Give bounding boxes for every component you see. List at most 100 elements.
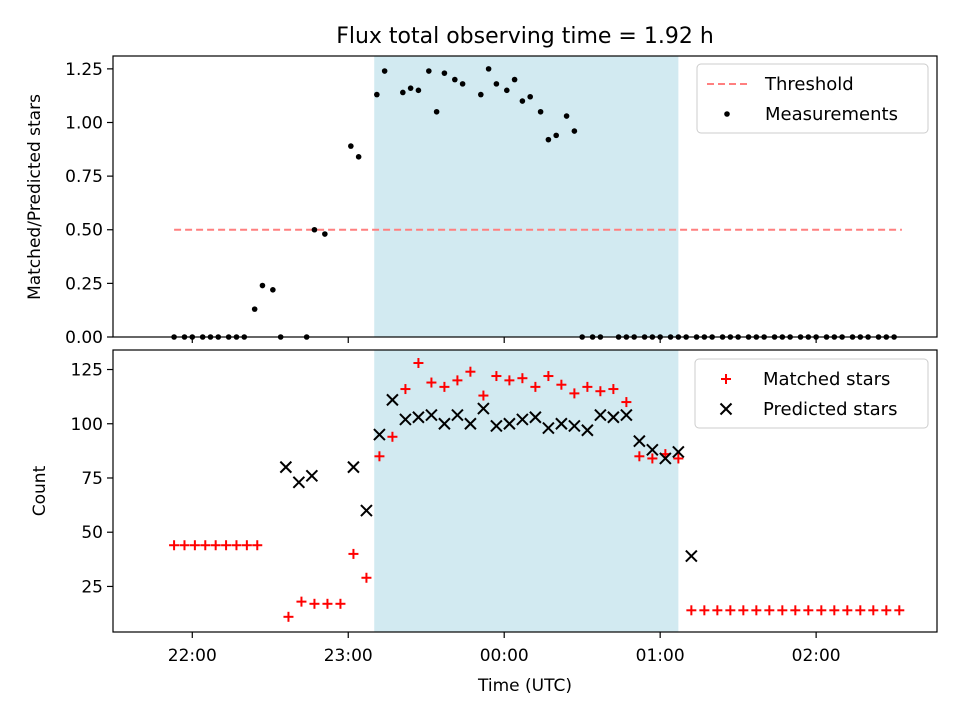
matched-star-point [335, 598, 346, 609]
matched-star-point [790, 605, 801, 616]
predicted-star-point [347, 460, 360, 474]
matched-star-point [543, 371, 554, 382]
matched-star-point [764, 605, 775, 616]
matched-star-point [179, 540, 190, 551]
predicted-star-point [399, 413, 412, 426]
measurement-point [355, 154, 362, 160]
predicted-star-point [659, 452, 672, 465]
matched-star-point [725, 605, 736, 616]
measurement-point [511, 76, 518, 83]
matched-star-point [169, 540, 180, 551]
legend-threshold-label: Threshold [764, 74, 854, 95]
measurement-point [259, 282, 266, 289]
y-tick-label: 0.00 [65, 328, 103, 348]
measurement-point [381, 68, 388, 74]
top-legend: Threshold Measurements [696, 63, 929, 134]
measurement-point [519, 98, 526, 104]
matched-star-point [413, 358, 424, 369]
predicted-star-point [555, 417, 568, 430]
measurement-point [553, 132, 559, 139]
y-tick-label: 25 [81, 577, 103, 597]
matched-star-point [465, 366, 476, 377]
y-tick-label: 125 [71, 361, 103, 381]
matched-star-point [210, 540, 221, 551]
predicted-star-point [438, 417, 451, 430]
y-tick-label: 50 [81, 523, 103, 543]
measurement-point [374, 91, 380, 98]
predicted-star-point [503, 417, 516, 430]
matched-star-point [855, 605, 866, 616]
predicted-star-point [620, 408, 633, 422]
predicted-star-point [594, 408, 607, 422]
predicted-star-point [490, 419, 503, 433]
matched-star-point [439, 381, 450, 392]
measurement-point [251, 306, 258, 312]
chart-title: Flux total observing time = 1.92 h [336, 24, 714, 49]
matched-star-point [189, 540, 200, 551]
measurement-point [322, 231, 328, 237]
measurement-point [452, 76, 458, 83]
matched-star-point [517, 373, 528, 384]
predicted-star-point [581, 424, 594, 437]
bottom-x-ticks: 22:00 23:00 00:00 01:00 02:00 [168, 632, 841, 666]
predicted-star-point [516, 413, 529, 426]
predicted-star-point [672, 445, 685, 459]
legend-predicted-marker [719, 402, 733, 416]
bottom-axes-frame [112, 349, 938, 633]
matched-star-point [699, 605, 710, 616]
predicted-star-point [305, 469, 319, 483]
measurement-point [407, 85, 414, 91]
matched-star-point [361, 572, 372, 583]
matched-star-point [868, 605, 879, 616]
y-tick-label: 1.25 [65, 60, 103, 80]
measurement-point [493, 81, 500, 87]
matched-star-point [712, 605, 723, 616]
top-x-ticks [191, 337, 817, 343]
predicted-star-point [464, 417, 477, 430]
matched-star-point [881, 605, 892, 616]
legend-predicted-x [719, 402, 733, 416]
matched-star-point [252, 540, 263, 551]
matched-star-point [634, 451, 645, 462]
measurement-point [504, 87, 510, 94]
matched-star-point [283, 611, 294, 622]
predicted-star-point [685, 549, 698, 563]
matched-star-point [738, 605, 749, 616]
matched-star-point [491, 371, 502, 382]
top-panel: 0.00 0.25 0.50 0.75 1.00 1.25 Matched/Predict… [25, 55, 938, 348]
matched-star-point [595, 386, 606, 397]
measurement-point [545, 136, 552, 143]
legend-matched-label: Matched stars [763, 369, 890, 390]
x-tick-label: 02:00 [792, 646, 841, 666]
matched-star-point [647, 453, 658, 464]
matched-star-point [569, 388, 580, 399]
matched-star-point [803, 605, 814, 616]
measurement-point [537, 108, 544, 115]
measurement-point [433, 108, 440, 115]
matched-star-point [751, 605, 762, 616]
measurement-point [441, 70, 448, 76]
y-tick-label: 1.00 [65, 113, 103, 133]
y-tick-label: 0.50 [65, 221, 103, 241]
predicted-star-point [386, 393, 399, 407]
matched-star-point [374, 451, 385, 462]
matched-star-point [322, 598, 333, 609]
matched-star-point [842, 605, 853, 616]
predicted-star-point [279, 460, 293, 474]
predicted-star-point [568, 419, 581, 433]
matched-star-point [309, 598, 320, 609]
matched-star-point [426, 377, 437, 388]
bottom-legend: Matched stars Predicted stars [694, 358, 929, 429]
top-y-axis-label: Matched/Predicted stars [25, 94, 45, 300]
predicted-star-point [477, 402, 490, 415]
legend-matched-plus [721, 374, 731, 384]
predicted-star-point [451, 408, 464, 422]
x-tick-label: 00:00 [480, 646, 529, 666]
matched-star-point [348, 548, 359, 559]
measurement-point [270, 287, 276, 293]
matched-star-point [686, 605, 697, 616]
legend-measurements-label: Measurements [765, 104, 898, 125]
matched-star-point [200, 540, 211, 551]
matched-star-point [608, 384, 619, 395]
x-tick-label: 01:00 [636, 646, 685, 666]
